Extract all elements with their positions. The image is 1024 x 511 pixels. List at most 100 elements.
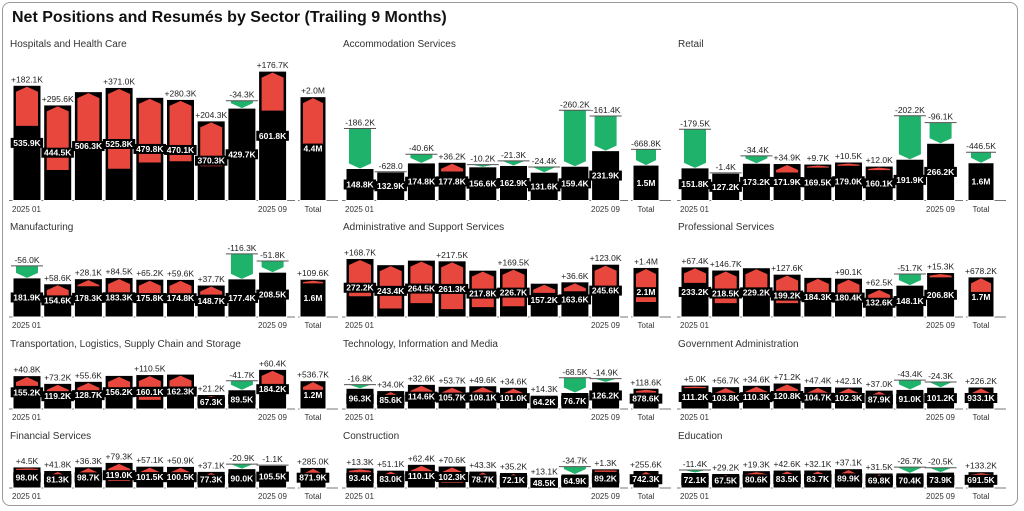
month-8-delta-label: -68.5K	[562, 367, 587, 377]
month-7-value-label: 87.9K	[868, 395, 892, 405]
month-6-value-label-bg	[834, 473, 863, 484]
month-1-value-label-bg	[343, 282, 377, 293]
month-9-value-label: 601.8K	[259, 131, 287, 141]
month-9-increase-arrow	[261, 370, 284, 384]
month-9-value-label-bg	[256, 289, 289, 300]
month-7-value-label: 148.7K	[197, 296, 225, 306]
month-7-value-label: 131.6K	[530, 181, 558, 191]
month-2-delta-label: +56.7K	[712, 376, 740, 386]
month-7-value-label-bg	[194, 296, 228, 307]
month-3-increase-arrow	[410, 385, 433, 393]
month-3-value-label: 178.3K	[75, 293, 103, 303]
month-9-value-label: 126.2K	[592, 390, 620, 400]
total-value-label-bg	[629, 474, 663, 485]
month-5-value-label: 108.1K	[469, 392, 497, 402]
month-9-value-label: 266.2K	[927, 167, 955, 177]
month-3-delta-label: +32.6K	[408, 373, 436, 383]
total-delta-label: +133.2K	[965, 461, 997, 471]
month-3-value-label-bg	[740, 392, 773, 403]
month-6-value-label-bg	[497, 177, 530, 188]
month-1-increase-arrow	[349, 469, 371, 473]
total-delta-label: +536.7K	[297, 370, 329, 380]
month-2-delta-label: -628.0	[379, 161, 403, 171]
panel-title: Government Administration	[678, 339, 799, 350]
total-increase-arrow	[303, 98, 323, 146]
month-6-delta-label: +35.2K	[500, 461, 528, 471]
month-2-delta-label: +29.2K	[712, 462, 740, 472]
month-2-value-label-bg	[376, 394, 405, 405]
month-5-value-label-bg	[133, 472, 167, 483]
month-9-increase-arrow	[929, 274, 952, 278]
month-3-delta-label: +36.3K	[75, 456, 103, 466]
month-3-delta-label: +19.3K	[743, 460, 771, 470]
month-8-value-label-bg	[558, 294, 592, 305]
month-1-value-label: 535.9K	[13, 138, 41, 148]
month-7-value-label: 157.2K	[530, 295, 558, 305]
month-4-value-label-bg	[435, 283, 469, 294]
month-1-decrease-arrow	[16, 265, 38, 278]
month-7-value-label: 132.6K	[865, 298, 893, 308]
total-delta-label: -668.8K	[631, 138, 661, 148]
month-7-value-label-bg	[197, 474, 225, 485]
month-4-value-label: 261.3K	[438, 284, 466, 294]
month-9-value-label-bg	[924, 166, 957, 177]
month-9-value-label: 208.5K	[259, 290, 287, 300]
month-1-delta-label: +182.1K	[11, 74, 43, 84]
month-2-value-label: 67.5K	[714, 476, 738, 486]
month-2-delta-label: +146.7K	[710, 259, 742, 269]
month-9-delta-label: -161.4K	[591, 105, 621, 115]
total-delta-label: -446.5K	[966, 141, 996, 151]
panel-title: Technology, Information and Media	[343, 339, 498, 350]
month-8-decrease-arrow	[563, 466, 586, 475]
month-1-value-label: 111.2K	[682, 392, 709, 402]
month-3-value-label: 174.8K	[408, 177, 436, 187]
x-tick-total: Total	[305, 492, 322, 501]
month-8-delta-label: -202.2K	[895, 105, 925, 115]
x-tick-first: 2025 01	[345, 205, 374, 214]
month-3-value-label-bg	[74, 472, 103, 483]
month-3-value-label: 264.5K	[408, 284, 436, 294]
month-7-delta-label: +12.0K	[866, 155, 894, 165]
month-1-increase-arrow	[16, 468, 38, 470]
month-6-value-label: 179.0K	[835, 176, 863, 186]
month-9-delta-label: -20.5K	[928, 457, 953, 467]
month-3-value-label: 110.1K	[408, 471, 436, 481]
month-3-value-label: 128.7K	[75, 390, 103, 400]
month-8-decrease-arrow	[898, 115, 921, 160]
month-1-value-label-bg	[681, 475, 709, 486]
x-tick-last: 2025 09	[926, 492, 955, 501]
total-value-label: 2.1M	[637, 287, 656, 297]
month-5-value-label: 156.6K	[469, 179, 497, 189]
month-8-delta-label: -43.4K	[897, 369, 922, 379]
month-1-value-label-bg	[10, 292, 44, 303]
month-8-value-label-bg	[561, 476, 589, 487]
x-tick-last: 2025 09	[926, 205, 955, 214]
month-2-delta-label: +51.1K	[377, 459, 405, 469]
month-8-value-label: 91.0K	[899, 394, 923, 404]
month-3-delta-label: +34.6K	[743, 374, 771, 384]
month-5-value-label: 169.5K	[804, 177, 832, 187]
x-tick-total: Total	[973, 492, 990, 501]
month-5-delta-label: +43.3K	[469, 460, 497, 470]
month-8-value-label: 191.9K	[896, 175, 924, 185]
panel-title: Administrative and Support Services	[343, 222, 504, 233]
month-4-value-label: 119.0K	[106, 470, 134, 480]
month-9-increase-arrow	[594, 265, 617, 293]
month-6-delta-label: +37.1K	[835, 458, 863, 468]
total-value-label: 933.1K	[967, 393, 995, 403]
month-8-value-label: 429.7K	[228, 149, 256, 159]
month-2-value-label-bg	[43, 474, 72, 485]
month-2-value-label: 103.8K	[712, 393, 740, 403]
month-4-delta-label: +371.0K	[103, 76, 135, 86]
month-2-value-label: 85.6K	[379, 395, 403, 405]
month-3-value-label-bg	[740, 287, 773, 298]
month-4-value-label-bg	[435, 472, 469, 483]
month-2-value-label: 119.2K	[44, 391, 72, 401]
panel-title: Financial Services	[10, 431, 91, 442]
month-9-delta-label: -96.1K	[928, 112, 953, 122]
month-8-increase-arrow	[563, 283, 586, 292]
month-1-increase-arrow	[16, 377, 38, 386]
month-1-delta-label: +4.5K	[16, 456, 39, 466]
month-7-value-label-bg	[862, 178, 896, 189]
month-2-value-label-bg	[41, 147, 74, 158]
